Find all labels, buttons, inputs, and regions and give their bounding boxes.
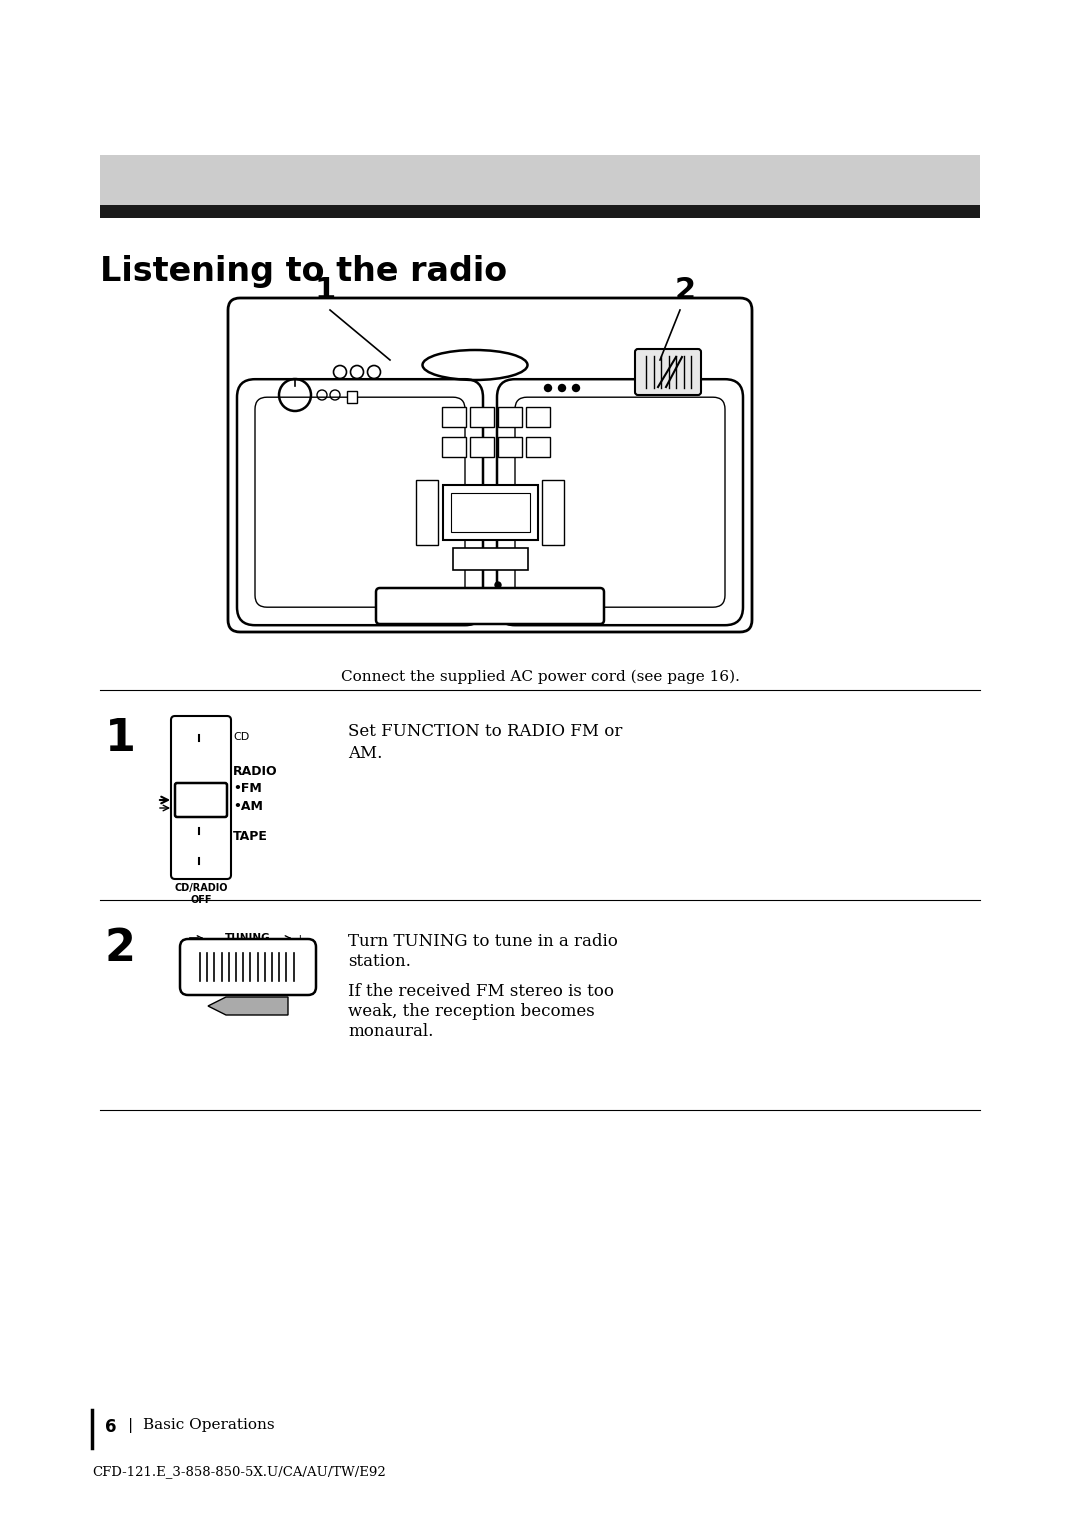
Text: CD/RADIO: CD/RADIO	[174, 883, 228, 892]
Bar	[443, 484, 538, 539]
Bar	[498, 406, 522, 426]
Text: 1: 1	[105, 717, 136, 759]
FancyBboxPatch shape	[228, 298, 752, 633]
Text: •AM: •AM	[233, 801, 262, 813]
Text: TAPE: TAPE	[233, 830, 268, 843]
Bar	[442, 437, 465, 457]
Text: TUNING: TUNING	[226, 934, 271, 943]
Text: 2: 2	[105, 927, 136, 970]
Text: Listening to the radio: Listening to the radio	[100, 255, 508, 287]
Bar	[435, 591, 545, 614]
FancyBboxPatch shape	[635, 348, 701, 396]
Text: RADIO: RADIO	[233, 766, 278, 778]
Bar	[526, 406, 550, 426]
Circle shape	[544, 385, 552, 391]
Circle shape	[495, 582, 501, 588]
Text: •FM: •FM	[233, 782, 261, 795]
FancyBboxPatch shape	[175, 782, 227, 817]
Bar	[100, 205, 980, 219]
Text: |  Basic Operations: | Basic Operations	[129, 1418, 274, 1433]
Text: 1: 1	[314, 277, 336, 306]
Bar	[470, 437, 494, 457]
FancyBboxPatch shape	[376, 588, 604, 623]
Bar	[542, 480, 564, 545]
Text: OFF: OFF	[190, 895, 212, 905]
Bar	[100, 154, 980, 205]
Text: If the received FM stereo is too: If the received FM stereo is too	[348, 983, 615, 999]
FancyBboxPatch shape	[171, 717, 231, 879]
Bar	[451, 494, 530, 532]
Text: weak, the reception becomes: weak, the reception becomes	[348, 1002, 595, 1021]
Text: station.: station.	[348, 953, 410, 970]
Text: CD: CD	[233, 732, 249, 743]
Bar	[442, 406, 465, 426]
Bar	[526, 437, 550, 457]
Polygon shape	[208, 996, 288, 1015]
Text: 6: 6	[105, 1418, 117, 1436]
Bar	[347, 391, 357, 403]
Circle shape	[572, 385, 580, 391]
FancyBboxPatch shape	[237, 379, 483, 625]
Text: Turn TUNING to tune in a radio: Turn TUNING to tune in a radio	[348, 934, 618, 950]
FancyBboxPatch shape	[497, 379, 743, 625]
Text: monaural.: monaural.	[348, 1024, 433, 1041]
Circle shape	[558, 385, 566, 391]
Text: AM.: AM.	[348, 746, 382, 762]
Text: CFD-121.E_3-858-850-5X.U/CA/AU/TW/E92: CFD-121.E_3-858-850-5X.U/CA/AU/TW/E92	[92, 1465, 386, 1478]
Bar	[470, 406, 494, 426]
Bar	[416, 480, 438, 545]
FancyBboxPatch shape	[515, 397, 725, 607]
Text: 2: 2	[674, 277, 696, 306]
Bar	[453, 549, 528, 570]
Text: Connect the supplied AC power cord (see page 16).: Connect the supplied AC power cord (see …	[340, 669, 740, 685]
FancyBboxPatch shape	[255, 397, 465, 607]
Bar	[498, 437, 522, 457]
FancyBboxPatch shape	[180, 940, 316, 995]
Text: +: +	[296, 934, 305, 944]
Text: Set FUNCTION to RADIO FM or: Set FUNCTION to RADIO FM or	[348, 723, 622, 740]
